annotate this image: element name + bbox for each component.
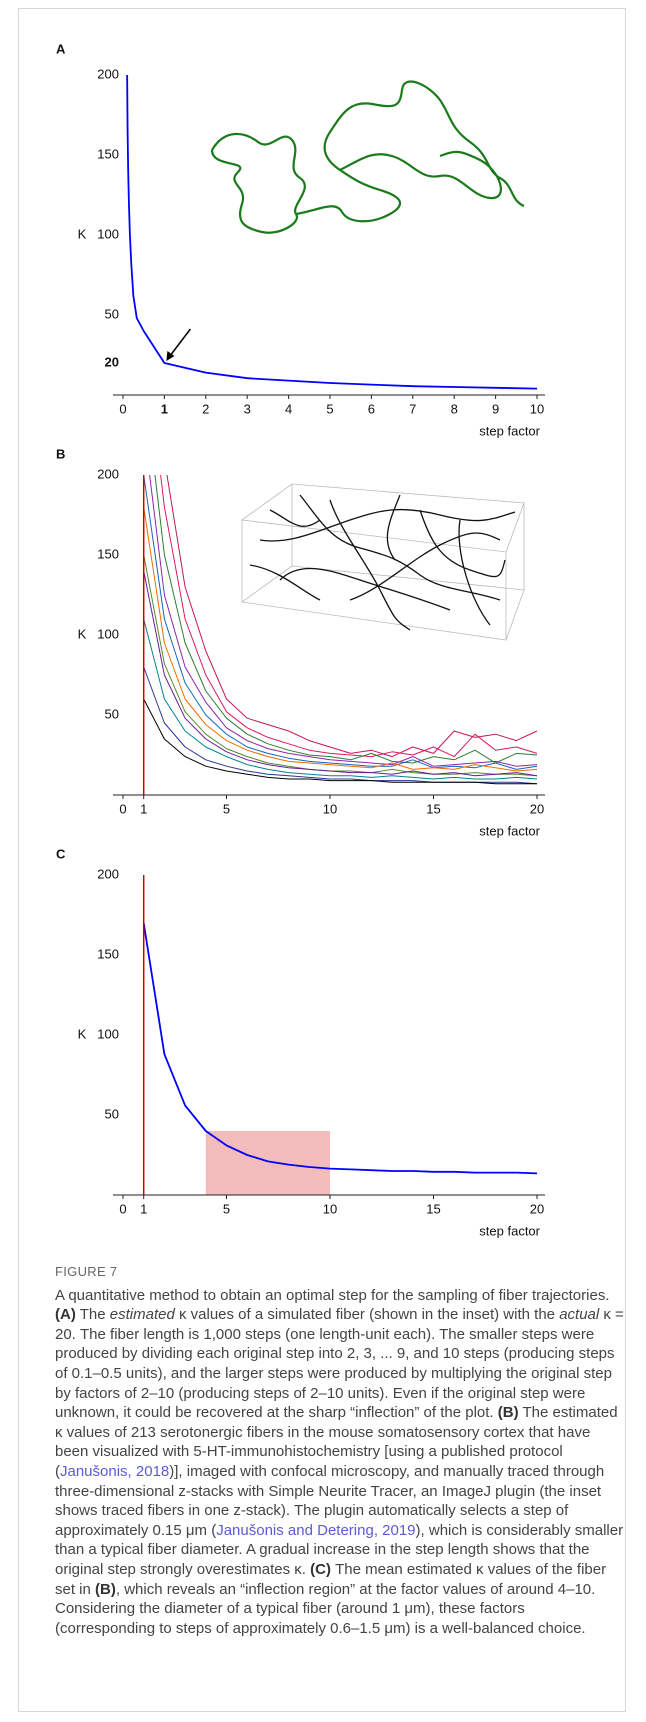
x-axis-label: step factor bbox=[479, 823, 540, 838]
y-tick-label: 150 bbox=[97, 546, 119, 561]
y-tick-label: 100 bbox=[97, 1026, 119, 1041]
caption-text: )], imaged with confocal microscopy, and… bbox=[55, 1462, 605, 1539]
x-tick-label: 15 bbox=[426, 801, 440, 816]
data-line bbox=[166, 475, 538, 758]
x-tick-label: 1 bbox=[161, 401, 168, 416]
figure-caption: FIGURE 7 A quantitative method to obtain… bbox=[55, 1262, 627, 1638]
series-group bbox=[143, 475, 538, 785]
caption-text: κ values of a simulated fiber (shown in … bbox=[178, 1306, 556, 1324]
x-tick-label: 1 bbox=[140, 801, 147, 816]
x-tick-label: 1 bbox=[140, 1201, 147, 1216]
series-group bbox=[142, 922, 538, 1175]
x-tick-label: 9 bbox=[492, 401, 499, 416]
y-axis-label: K bbox=[78, 226, 87, 241]
x-tick-label: 10 bbox=[323, 801, 337, 816]
x-axis-label: step factor bbox=[479, 423, 540, 438]
x-tick-label: 8 bbox=[451, 401, 458, 416]
x-tick-label: 5 bbox=[223, 801, 230, 816]
y-tick-label: 100 bbox=[97, 226, 119, 241]
x-tick-label: 20 bbox=[530, 1201, 544, 1216]
x-tick-label: 10 bbox=[530, 401, 544, 416]
pointer-arrowhead bbox=[166, 351, 175, 361]
highlight-region bbox=[205, 1131, 330, 1195]
data-line bbox=[160, 475, 538, 758]
caption-text: ), which is considerably smaller than a … bbox=[55, 1521, 624, 1578]
data-line bbox=[143, 618, 538, 780]
x-tick-label: 20 bbox=[530, 801, 544, 816]
data-line bbox=[143, 570, 538, 777]
y-tick-label: 100 bbox=[97, 626, 119, 641]
x-tick-label: 2 bbox=[202, 401, 209, 416]
caption-panel-ref: (C) bbox=[310, 1560, 331, 1578]
data-line bbox=[143, 554, 538, 777]
x-tick-label: 7 bbox=[409, 401, 416, 416]
data-line bbox=[126, 74, 538, 390]
y-tick-label: 200 bbox=[97, 466, 119, 481]
x-tick-label: 6 bbox=[368, 401, 375, 416]
x-tick-label: 0 bbox=[119, 1201, 126, 1216]
y-tick-label: 20 bbox=[105, 354, 119, 369]
inset-fiber bbox=[210, 80, 525, 234]
x-tick-label: 0 bbox=[119, 801, 126, 816]
panel-label: B bbox=[56, 446, 65, 461]
data-line bbox=[149, 475, 538, 767]
x-tick-label: 5 bbox=[326, 401, 333, 416]
panel-label: C bbox=[56, 846, 66, 861]
figure-frame bbox=[18, 8, 626, 1712]
inset-zstack bbox=[240, 483, 525, 641]
y-tick-label: 50 bbox=[105, 306, 119, 321]
y-axis-label: K bbox=[78, 626, 87, 641]
panel-label: A bbox=[56, 41, 66, 56]
citation-link[interactable]: Janušonis, 2018 bbox=[60, 1462, 170, 1480]
data-line bbox=[154, 475, 538, 764]
caption-text: The estimated κ values of 213 serotonerg… bbox=[55, 1404, 618, 1480]
series-group bbox=[126, 74, 538, 390]
x-tick-label: 3 bbox=[244, 401, 251, 416]
y-axis-label: K bbox=[78, 1026, 87, 1041]
y-tick-label: 50 bbox=[105, 1106, 119, 1121]
caption-emphasis: actual bbox=[559, 1306, 600, 1324]
y-tick-label: 200 bbox=[97, 866, 119, 881]
caption-panel-ref: (B) bbox=[95, 1580, 116, 1598]
y-tick-label: 200 bbox=[97, 66, 119, 81]
caption-label: FIGURE 7 bbox=[55, 1264, 118, 1279]
data-line bbox=[143, 475, 538, 770]
y-tick-label: 50 bbox=[105, 706, 119, 721]
data-line bbox=[142, 922, 538, 1175]
x-tick-label: 4 bbox=[285, 401, 292, 416]
pointer-arrow bbox=[167, 328, 191, 359]
x-tick-label: 15 bbox=[426, 1201, 440, 1216]
caption-text: The mean estimated κ values of the fiber… bbox=[55, 1560, 607, 1598]
x-tick-label: 10 bbox=[323, 1201, 337, 1216]
y-tick-label: 150 bbox=[97, 946, 119, 961]
citation-link[interactable]: Janušonis and Detering, 2019 bbox=[216, 1521, 416, 1539]
x-axis-label: step factor bbox=[479, 1223, 540, 1238]
caption-emphasis: estimated bbox=[109, 1306, 175, 1324]
y-tick-label: 150 bbox=[97, 146, 119, 161]
caption-panel-ref: (A) bbox=[55, 1306, 76, 1324]
data-line bbox=[143, 698, 537, 785]
caption-text: , which reveals an “inflection region” a… bbox=[55, 1580, 596, 1637]
x-tick-label: 0 bbox=[119, 401, 126, 416]
caption-text: The bbox=[79, 1306, 106, 1324]
caption-panel-ref: (B) bbox=[497, 1404, 519, 1422]
data-line bbox=[143, 506, 538, 772]
x-tick-label: 5 bbox=[223, 1201, 230, 1216]
caption-text: κ = 20. The fiber length is 1,000 steps … bbox=[55, 1306, 624, 1422]
caption-text: A quantitative method to obtain an optim… bbox=[55, 1286, 610, 1304]
caption-text: A quantitative method to obtain an optim… bbox=[55, 1286, 627, 1639]
